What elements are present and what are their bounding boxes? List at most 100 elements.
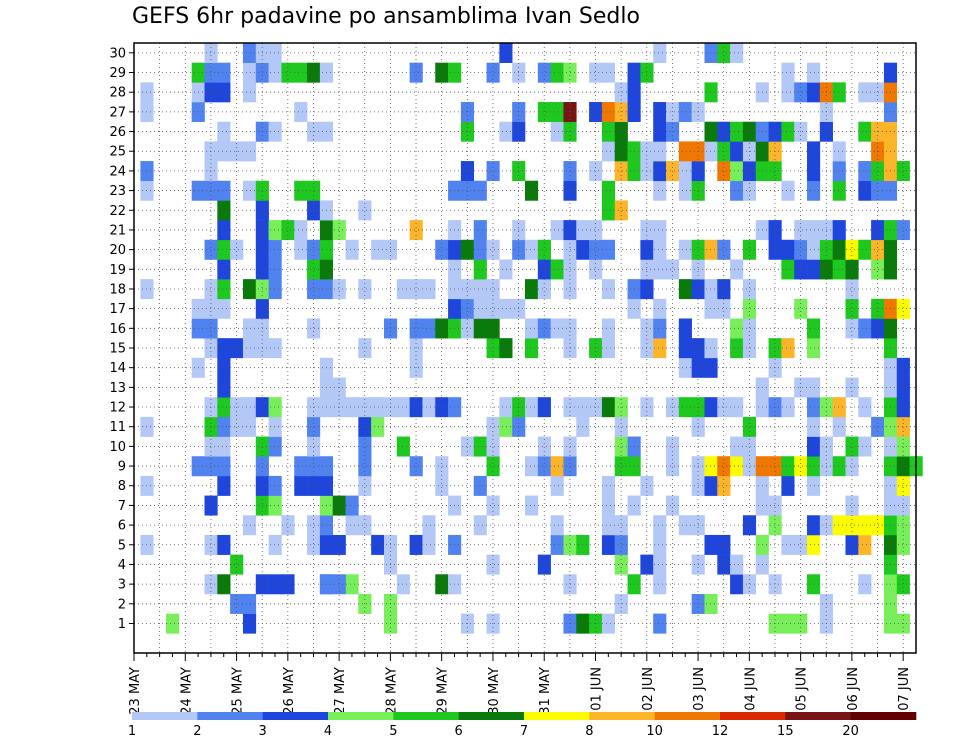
- heat-cell: [268, 279, 282, 300]
- heat-cell: [781, 82, 795, 103]
- heat-cell: [794, 239, 808, 260]
- heat-cell: [589, 239, 603, 260]
- heat-cell: [550, 475, 564, 496]
- y-tick-label: 7: [118, 499, 126, 514]
- legend-swatch: [328, 712, 394, 720]
- heat-cell: [845, 456, 859, 477]
- heat-cell: [242, 43, 257, 63]
- heat-cell: [896, 495, 910, 516]
- heat-cell: [396, 436, 410, 457]
- heat-cell: [294, 220, 308, 241]
- heat-cell: [768, 574, 782, 595]
- heat-cell: [858, 82, 872, 103]
- heat-cell: [473, 279, 487, 300]
- heat-cell: [204, 416, 218, 437]
- heat-cell: [217, 259, 231, 280]
- heat-cell: [794, 220, 808, 241]
- legend-label: 7: [520, 724, 528, 739]
- heat-cell: [896, 534, 910, 555]
- heat-cell: [499, 43, 513, 63]
- heat-cell: [768, 515, 782, 536]
- heat-cell: [704, 82, 718, 103]
- heat-cell: [653, 515, 667, 536]
- heat-cell: [473, 515, 487, 536]
- heat-cell: [614, 436, 628, 457]
- heat-cell: [832, 141, 846, 162]
- heat-cell: [781, 62, 795, 83]
- heat-cell: [268, 436, 282, 457]
- heat-cell: [345, 495, 359, 516]
- heat-cell: [166, 613, 180, 634]
- heat-cell: [832, 82, 846, 103]
- heat-cell: [537, 62, 551, 83]
- y-tick-label: 14: [109, 361, 126, 376]
- heat-cell: [499, 121, 513, 142]
- legend-swatch: [393, 712, 459, 720]
- x-tick-label: 26 MAY: [282, 667, 297, 715]
- x-tick-label: 03 JUN: [692, 667, 707, 711]
- heat-cell: [550, 456, 564, 477]
- heat-cell: [460, 102, 475, 123]
- x-tick-label: 05 JUN: [795, 667, 810, 711]
- heat-cell: [409, 338, 423, 359]
- heat-cell: [704, 239, 718, 260]
- legend-label: 6: [455, 724, 463, 739]
- legend-label: 10: [646, 724, 663, 739]
- legend-swatch: [720, 712, 786, 720]
- heat-cell: [781, 259, 795, 280]
- x-tick-label: 24 MAY: [179, 667, 194, 715]
- heat-cell: [807, 141, 821, 162]
- legend-label: 8: [585, 724, 593, 739]
- heat-cell: [601, 338, 616, 359]
- heat-cell: [768, 239, 782, 260]
- heat-cell: [268, 475, 282, 496]
- heat-cell: [614, 102, 628, 123]
- heat-cell: [307, 200, 321, 221]
- heat-cell: [704, 298, 718, 319]
- heat-cell: [781, 338, 795, 359]
- heat-cell: [204, 239, 218, 260]
- heat-cell: [307, 180, 321, 201]
- heat-cell: [499, 298, 513, 319]
- heat-cell: [358, 416, 372, 437]
- heat-cell: [589, 259, 603, 280]
- heat-cell: [242, 141, 257, 162]
- heat-cell: [871, 318, 885, 339]
- x-tick-label: 07 JUN: [897, 667, 912, 711]
- heat-cell: [614, 515, 628, 536]
- heat-cell: [845, 259, 859, 280]
- heat-cell: [614, 200, 628, 221]
- heat-cell: [589, 220, 603, 241]
- heat-cell: [358, 475, 372, 496]
- heat-cell: [781, 475, 795, 496]
- x-tick-label: 27 MAY: [333, 667, 348, 715]
- heat-cell: [601, 239, 616, 260]
- heat-cell: [345, 515, 359, 536]
- heat-cell: [332, 279, 346, 300]
- heat-cell: [601, 200, 616, 221]
- heat-cell: [486, 338, 500, 359]
- heat-cell: [486, 456, 500, 477]
- heat-cell: [730, 43, 744, 63]
- heat-cell: [486, 554, 500, 575]
- heat-cell: [807, 338, 821, 359]
- heat-cell: [807, 416, 821, 437]
- heat-cell: [858, 534, 872, 555]
- heat-cell: [601, 102, 616, 123]
- heat-cell: [473, 239, 487, 260]
- legend-swatch: [850, 712, 917, 720]
- heat-cell: [832, 416, 846, 437]
- heat-cell: [742, 180, 757, 201]
- heat-cell: [781, 121, 795, 142]
- heat-cell: [217, 121, 231, 142]
- heat-cell: [871, 180, 885, 201]
- heat-cell: [294, 475, 308, 496]
- heat-cell: [242, 416, 257, 437]
- heat-cell: [217, 574, 231, 595]
- heat-cell: [807, 475, 821, 496]
- heat-cell: [896, 456, 910, 477]
- heat-cell: [460, 239, 475, 260]
- heat-cell: [653, 534, 667, 555]
- heat-cell: [332, 574, 346, 595]
- heat-cell: [268, 259, 282, 280]
